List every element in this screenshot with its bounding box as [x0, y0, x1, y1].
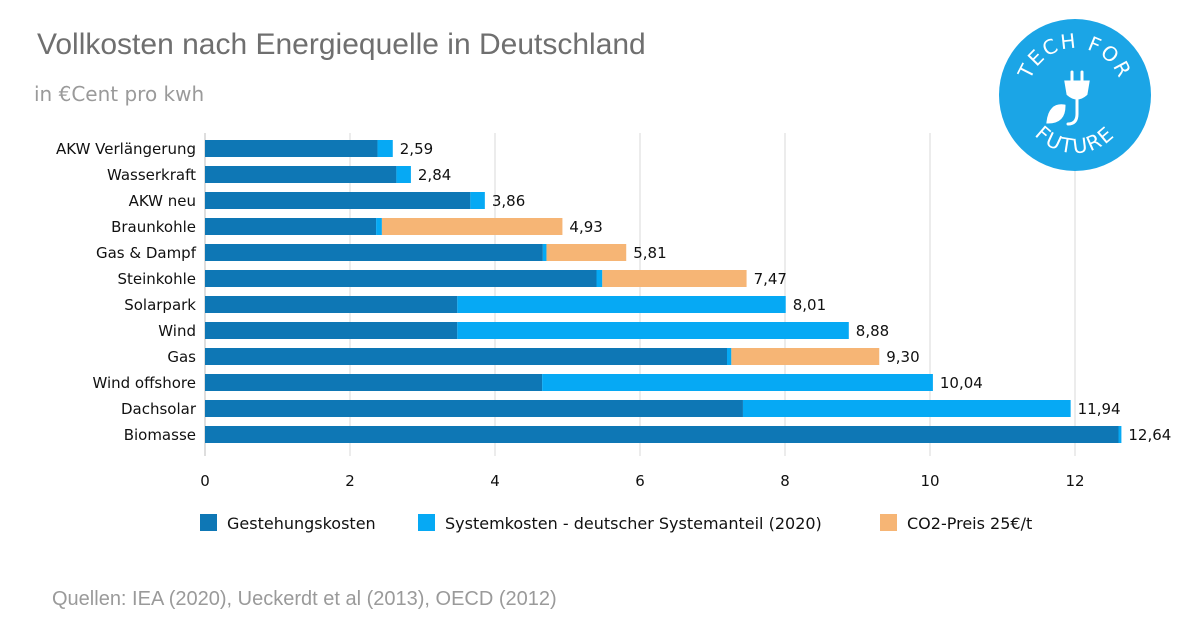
x-tick-label: 8 — [780, 472, 790, 490]
x-tick-label: 12 — [1065, 472, 1084, 490]
data-label: 5,81 — [633, 244, 666, 262]
legend-swatch-3 — [880, 514, 897, 531]
bar-braunkohle-series-2 — [376, 218, 382, 235]
bar-braunkohle-series-3 — [381, 218, 563, 235]
legend-swatch-2 — [418, 514, 435, 531]
x-tick-label: 0 — [200, 472, 210, 490]
category-label: Wind — [158, 322, 196, 340]
legend-label-1: Gestehungskosten — [227, 514, 376, 533]
bar-gas-series-1 — [205, 348, 727, 365]
bar-akw-verlängerung-series-2 — [377, 140, 393, 157]
legend-label-2: Systemkosten - deutscher Systemanteil (2… — [445, 514, 822, 533]
bar-akw-neu-series-2 — [470, 192, 485, 209]
bar-wind-offshore-series-2 — [542, 374, 933, 391]
x-tick-label: 4 — [490, 472, 500, 490]
bar-akw-neu-series-1 — [205, 192, 471, 209]
bar-gas-series-3 — [731, 348, 880, 365]
bar-gas-dampf-series-2 — [542, 244, 547, 261]
bar-biomasse-series-1 — [205, 426, 1119, 443]
category-label: AKW neu — [129, 192, 196, 210]
data-label: 12,64 — [1128, 426, 1171, 444]
data-label: 2,59 — [400, 140, 433, 158]
bar-akw-verlängerung-series-1 — [205, 140, 378, 157]
x-tick-label: 10 — [920, 472, 939, 490]
bar-gas-dampf-series-1 — [205, 244, 543, 261]
category-label: Gas & Dampf — [96, 244, 197, 262]
category-label: AKW Verlängerung — [56, 140, 196, 158]
legend-label-3: CO2-Preis 25€/t — [907, 514, 1032, 533]
bar-wind-series-1 — [205, 322, 458, 339]
data-label: 2,84 — [418, 166, 451, 184]
bar-braunkohle-series-1 — [205, 218, 377, 235]
bar-steinkohle-series-2 — [596, 270, 603, 287]
source-note: Quellen: IEA (2020), Ueckerdt et al (201… — [52, 588, 557, 610]
legend: Gestehungskosten Systemkosten - deutscher… — [200, 514, 1032, 533]
category-label: Braunkohle — [111, 218, 196, 236]
bar-wasserkraft-series-2 — [396, 166, 411, 183]
data-label: 3,86 — [492, 192, 525, 210]
data-label: 8,01 — [793, 296, 826, 314]
category-label: Dachsolar — [121, 400, 197, 418]
category-label: Biomasse — [124, 426, 196, 444]
bars — [205, 140, 1122, 443]
bar-solarpark-series-2 — [457, 296, 786, 313]
bar-dachsolar-series-1 — [205, 400, 743, 417]
legend-swatch-1 — [200, 514, 217, 531]
bar-biomasse-series-2 — [1118, 426, 1122, 443]
bar-wind-series-2 — [457, 322, 849, 339]
category-label: Wasserkraft — [107, 166, 196, 184]
category-label: Solarpark — [124, 296, 196, 314]
bar-steinkohle-series-1 — [205, 270, 597, 287]
data-label: 7,47 — [754, 270, 787, 288]
bar-solarpark-series-1 — [205, 296, 458, 313]
bar-wasserkraft-series-1 — [205, 166, 397, 183]
data-label: 4,93 — [569, 218, 602, 236]
labels: 0 2 4 6 8 10 12 AKW Verlängerung 2,59 Wasserkraft… — [56, 140, 1171, 490]
chart-title: Vollkosten nach Energiequelle in Deutsch… — [37, 28, 646, 61]
data-label: 10,04 — [940, 374, 983, 392]
category-label: Wind offshore — [92, 374, 196, 392]
x-tick-label: 6 — [635, 472, 645, 490]
category-label: Gas — [167, 348, 196, 366]
chart-subtitle: in €Cent pro kwh — [34, 82, 205, 106]
tech-for-future-logo: TECH FOR FUTURE — [999, 19, 1151, 171]
bar-gas-dampf-series-3 — [546, 244, 627, 261]
bar-gas-series-2 — [727, 348, 732, 365]
data-label: 8,88 — [856, 322, 889, 340]
bar-dachsolar-series-2 — [742, 400, 1071, 417]
plug-leaf-icon — [1046, 70, 1090, 126]
data-label: 9,30 — [886, 348, 919, 366]
data-label: 11,94 — [1078, 400, 1121, 418]
x-tick-label: 2 — [345, 472, 355, 490]
bar-steinkohle-series-3 — [602, 270, 747, 287]
category-label: Steinkohle — [117, 270, 196, 288]
bar-wind-offshore-series-1 — [205, 374, 543, 391]
